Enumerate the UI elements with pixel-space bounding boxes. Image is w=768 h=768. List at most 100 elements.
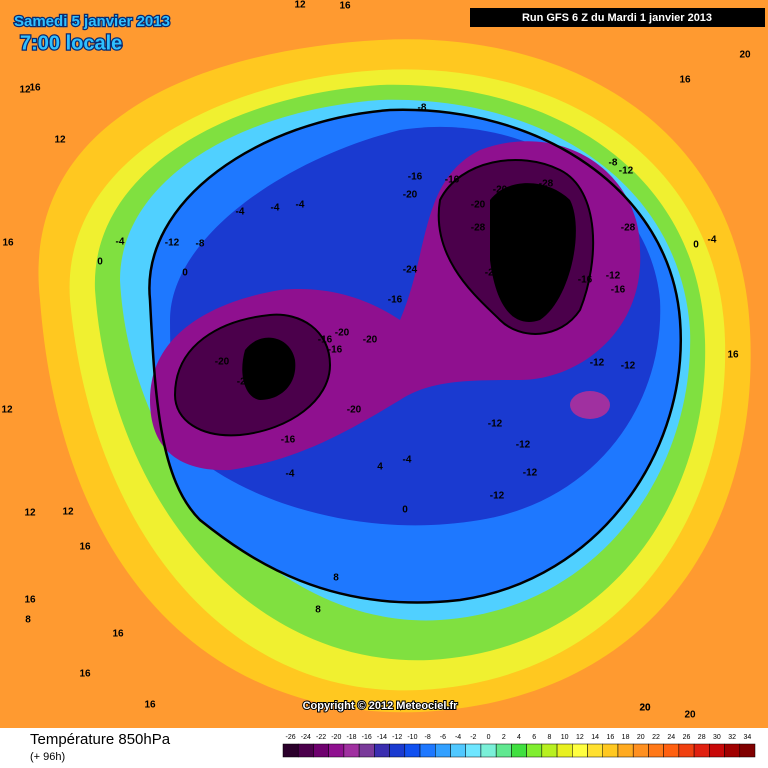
contour-label: -20 bbox=[471, 200, 486, 211]
colorbar-tick-label: 4 bbox=[517, 734, 521, 741]
contour-label: -12 bbox=[606, 271, 621, 282]
colorbar-swatch bbox=[709, 743, 725, 758]
colorbar-tick-label: -16 bbox=[362, 734, 372, 741]
colorbar-tick-label: -4 bbox=[455, 734, 461, 741]
contour-label: -20 bbox=[335, 328, 350, 339]
colorbar-tick-label: -18 bbox=[346, 734, 356, 741]
contour-label: -20 bbox=[347, 405, 362, 416]
contour-label: -20 bbox=[403, 190, 418, 201]
forecast-hour: (+ 96h) bbox=[30, 751, 65, 763]
contour-label: -4 bbox=[116, 237, 125, 248]
colorbar-swatch bbox=[526, 743, 543, 758]
temperature-field bbox=[38, 39, 751, 713]
contour-label: 20 bbox=[639, 703, 651, 714]
colorbar: -26 -24 -22 -20 -18 -16 -14 -12 -10 -8 -6 -4 -2 0 2 4 6 8… bbox=[282, 734, 756, 758]
colorbar-tick-label: 26 bbox=[683, 734, 691, 741]
contour-label: 12 bbox=[1, 405, 13, 416]
contour-label: -16 bbox=[388, 295, 403, 306]
colorbar-tick-label: 34 bbox=[743, 734, 751, 741]
contour-label: -16 bbox=[445, 175, 460, 186]
colorbar-swatch bbox=[648, 743, 664, 758]
contour-label: -12 bbox=[619, 166, 634, 177]
colorbar-swatch bbox=[632, 743, 649, 758]
colorbar-tick-label: 2 bbox=[502, 734, 506, 741]
contour-label: 12 bbox=[294, 0, 306, 11]
contour-label: 4 bbox=[377, 462, 383, 473]
colorbar-tick-label: -26 bbox=[286, 734, 296, 741]
contour-label: 12 bbox=[19, 85, 31, 96]
colorbar-swatch bbox=[435, 743, 451, 758]
colorbar-tick-label: 18 bbox=[622, 734, 630, 741]
colorbar-swatch bbox=[541, 743, 558, 758]
colorbar-swatch bbox=[404, 743, 421, 758]
contour-label: -12 bbox=[523, 468, 538, 479]
colorbar-swatch bbox=[282, 743, 299, 758]
contour-label: -8 bbox=[418, 103, 427, 114]
contour-label: 20 bbox=[684, 710, 696, 721]
contour-label: 16 bbox=[24, 595, 36, 606]
contour-label: -16 bbox=[611, 285, 626, 296]
contour-label: 8 bbox=[25, 615, 31, 626]
contour-label: 0 bbox=[693, 240, 699, 251]
run-info: Run GFS 6 Z du Mardi 1 janvier 2013 bbox=[522, 12, 712, 24]
contour-label: -4 bbox=[236, 207, 245, 218]
contour-label: -24 bbox=[485, 268, 500, 279]
contour-label: -4 bbox=[271, 203, 280, 214]
contour-label: 0 bbox=[97, 257, 103, 268]
date-title: Samedi 5 janvier 2013 bbox=[14, 13, 170, 30]
contour-label: -8 bbox=[196, 239, 205, 250]
colorbar-swatch bbox=[297, 743, 314, 758]
colorbar-swatch bbox=[602, 743, 619, 758]
contour-label: -28 bbox=[510, 205, 525, 216]
contour-label: 0 bbox=[402, 505, 408, 516]
contour-label: -28 bbox=[539, 179, 554, 190]
colorbar-tick-label: -14 bbox=[377, 734, 387, 741]
colorbar-tick-label: -10 bbox=[407, 734, 417, 741]
local-time: 7:00 locale bbox=[20, 32, 122, 54]
contour-label: -16 bbox=[328, 345, 343, 356]
colorbar-swatch bbox=[358, 743, 375, 758]
colorbar-tick-label: 16 bbox=[606, 734, 614, 741]
colorbar-swatch bbox=[663, 743, 680, 758]
colorbar-tick-label: 32 bbox=[728, 734, 736, 741]
contour-label: -16 bbox=[281, 435, 296, 446]
colorbar-swatch bbox=[374, 743, 390, 758]
contour-label: 16 bbox=[679, 75, 691, 86]
contour-label: 16 bbox=[29, 83, 41, 94]
colorbar-swatch bbox=[511, 743, 527, 758]
colorbar-swatch bbox=[739, 743, 756, 758]
field-title: Température 850hPa bbox=[30, 731, 171, 748]
colorbar-tick-label: 20 bbox=[637, 734, 645, 741]
colorbar-swatch bbox=[480, 743, 497, 758]
contour-label: 16 bbox=[339, 1, 351, 12]
colorbar-swatch bbox=[450, 743, 466, 758]
colorbar-tick-label: 14 bbox=[591, 734, 599, 741]
colorbar-tick-label: -12 bbox=[392, 734, 402, 741]
contour-label: -20 bbox=[215, 357, 230, 368]
contour-label: -16 bbox=[318, 335, 333, 346]
contour-label: -8 bbox=[609, 158, 618, 169]
contour-label: 16 bbox=[79, 669, 91, 680]
colorbar-tick-label: 8 bbox=[547, 734, 551, 741]
colorbar-swatch bbox=[419, 743, 436, 758]
contour-label: -16 bbox=[578, 275, 593, 286]
contour-label: 16 bbox=[144, 700, 156, 711]
colorbar-tick-label: 30 bbox=[713, 734, 721, 741]
colorbar-tick-label: 10 bbox=[561, 734, 569, 741]
contour-label: 16 bbox=[727, 350, 739, 361]
colorbar-swatch bbox=[724, 743, 741, 758]
colorbar-tick-label: 6 bbox=[532, 734, 536, 741]
contour-label: -28 bbox=[621, 223, 636, 234]
contour-label: 8 bbox=[333, 573, 339, 584]
contour-label: -12 bbox=[490, 491, 505, 502]
contour-label: 20 bbox=[639, 703, 651, 714]
contour-label: -20 bbox=[363, 335, 378, 346]
colorbar-swatch bbox=[678, 743, 695, 758]
colorbar-swatch bbox=[328, 743, 345, 758]
colorbar-tick-label: 28 bbox=[698, 734, 706, 741]
contour-label: -4 bbox=[286, 469, 295, 480]
contour-label: -12 bbox=[516, 440, 531, 451]
colorbar-swatch bbox=[693, 743, 710, 758]
colorbar-swatch bbox=[465, 743, 482, 758]
